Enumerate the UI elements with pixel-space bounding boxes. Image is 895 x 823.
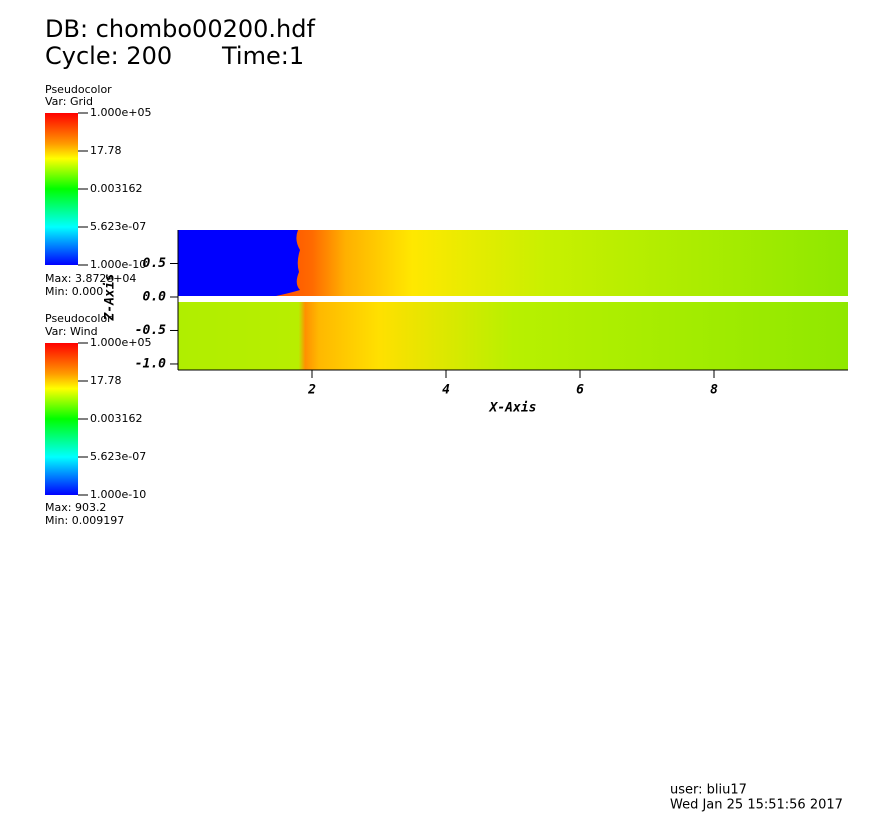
legend-max: Max: 903.2 [45,501,106,514]
y-tick-label: 0.0 [143,289,167,304]
legend-label: 1.000e-10 [90,488,146,501]
legend-label: 0.003162 [90,182,143,195]
date: Wed Jan 25 15:51:56 2017 [670,798,843,813]
x-tick-label: 4 [442,383,450,398]
time: Time:1 [221,42,304,70]
legend-plot: Pseudocolor [45,312,112,325]
color-bar [45,343,78,495]
legend-label: 0.003162 [90,412,143,425]
y-tick-label: -0.5 [135,323,166,338]
y-axis-label: Z-Axis [103,274,118,322]
y-tick-label: -1.0 [135,356,166,371]
legend-max: Max: 3.872e+04 [45,272,136,285]
field-lower [178,302,848,370]
legend: Pseudocolor Var: Wind Max: 903.2 Min: 0.… [45,312,124,527]
legend-plot: Pseudocolor [45,83,112,96]
legend-var: Var: Grid [45,95,93,108]
user: user: bliu17 [670,783,747,798]
legend: Pseudocolor Var: Grid Max: 3.872e+04 Min… [45,83,136,298]
legend-label: 17.78 [90,144,122,157]
db-title: DB: chombo00200.hdf [45,15,315,43]
x-tick-label: 6 [576,383,584,398]
y-tick-label: 0.5 [143,256,167,271]
legend-label: 5.623e-07 [90,220,146,233]
legend-var: Var: Wind [45,325,98,338]
cycle: Cycle: 200 [45,42,172,70]
x-axis-label: X-Axis [489,401,537,416]
legend-label: 1.000e-10 [90,258,146,271]
x-tick-label: 2 [307,383,316,398]
legend-label: 5.623e-07 [90,450,146,463]
legend-min: Min: 0.000 [45,285,103,298]
legend-label: 1.000e+05 [90,336,151,349]
plot: X-Axis Z-Axis [103,230,848,416]
legend-label: 17.78 [90,374,122,387]
legend-min: Min: 0.009197 [45,514,124,527]
blue-region [178,230,300,296]
color-bar [45,113,78,265]
legend-label: 1.000e+05 [90,106,151,119]
x-tick-label: 8 [710,383,718,398]
